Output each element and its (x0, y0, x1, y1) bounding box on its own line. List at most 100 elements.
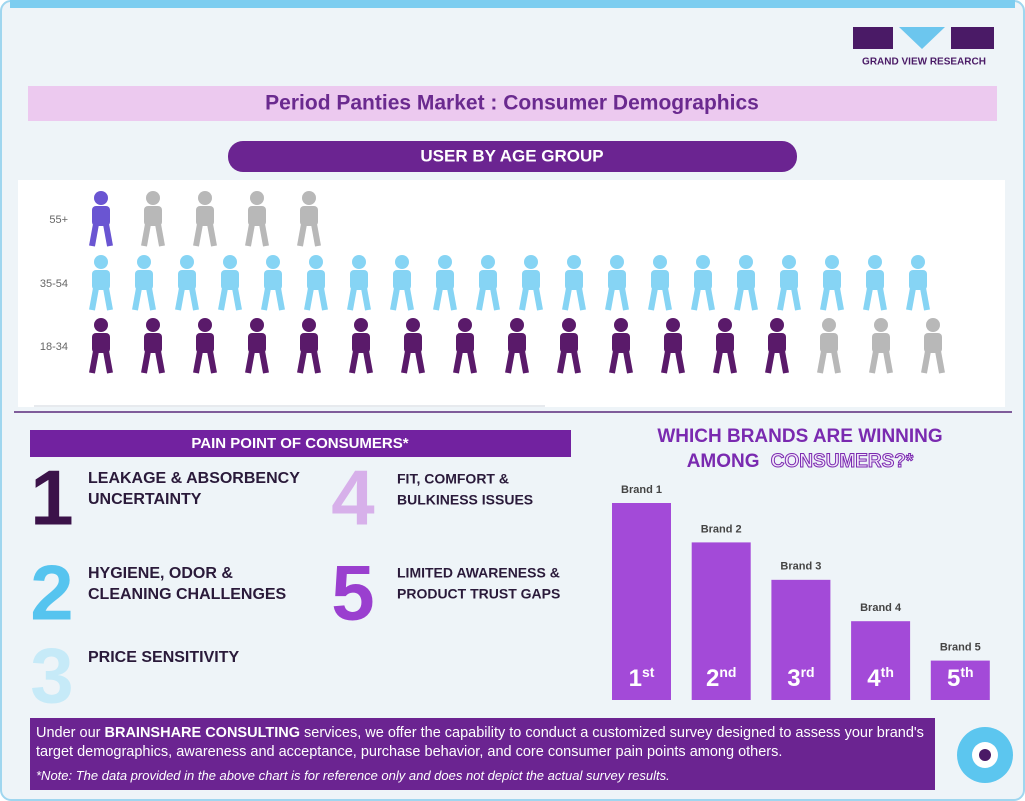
head (739, 255, 753, 269)
person-icon (691, 255, 715, 311)
leg (415, 350, 425, 374)
body (178, 270, 196, 290)
body (436, 270, 454, 290)
body (866, 270, 884, 290)
leg (619, 287, 629, 311)
person-icon (89, 318, 113, 374)
rank-number: 5 (947, 665, 960, 692)
body (780, 270, 798, 290)
footer: Under our BRAINSHARE CONSULTING services… (30, 718, 935, 790)
leg (318, 287, 328, 311)
top-band (10, 0, 1015, 8)
leg (734, 287, 744, 311)
leg (883, 350, 893, 374)
leg (748, 287, 758, 311)
pain-title: PAIN POINT OF CONSUMERS* (191, 435, 408, 452)
person-icon (433, 255, 457, 311)
leg (519, 287, 529, 311)
person-icon (648, 255, 672, 311)
body (300, 206, 318, 226)
leg (935, 350, 945, 374)
head (524, 255, 538, 269)
person-icon (347, 255, 371, 311)
leg (817, 350, 827, 374)
leg (259, 350, 269, 374)
person-icon (401, 318, 425, 374)
pain-number: 5 (331, 549, 374, 637)
person-icon (193, 318, 217, 374)
brand-rank: 3rd (787, 664, 814, 693)
leg (103, 287, 113, 311)
body (264, 270, 282, 290)
leg (447, 287, 457, 311)
head (94, 255, 108, 269)
leg (218, 287, 228, 311)
head (250, 318, 264, 332)
person-icon (820, 255, 844, 311)
body (196, 333, 214, 353)
body (737, 270, 755, 290)
leg (275, 287, 285, 311)
age-header (228, 141, 797, 172)
brand-bar (771, 579, 831, 700)
leg (259, 223, 269, 247)
rank-suffix: th (881, 664, 894, 680)
person-icon (261, 255, 285, 311)
person-icon (505, 318, 529, 374)
pain-number: 3 (30, 632, 73, 720)
footer-note: *Note: The data provided in the above ch… (36, 768, 670, 783)
leg (401, 350, 411, 374)
pain-text: UNCERTAINTY (88, 491, 202, 508)
leg (831, 350, 841, 374)
leg (453, 350, 463, 374)
head (567, 255, 581, 269)
leg (490, 287, 500, 311)
person-icon (245, 191, 269, 247)
leg (519, 350, 529, 374)
brands-title-b: CONSUMERS?* (771, 451, 914, 472)
person-icon (141, 318, 165, 374)
leg (141, 223, 151, 247)
leg (571, 350, 581, 374)
head (137, 255, 151, 269)
age-label: 18-34 (40, 341, 68, 353)
person-icon (175, 255, 199, 311)
head (562, 318, 576, 332)
body (560, 333, 578, 353)
body (144, 206, 162, 226)
person-icon (906, 255, 930, 311)
leg (89, 287, 99, 311)
person-icon (562, 255, 586, 311)
brand-bar (930, 660, 990, 700)
pain-text: CLEANING CHALLENGES (88, 586, 287, 603)
head (610, 255, 624, 269)
brand-name: Brand 5 (940, 642, 981, 654)
person-icon (605, 255, 629, 311)
person-icon (713, 318, 737, 374)
head (94, 318, 108, 332)
head (822, 318, 836, 332)
leg (103, 223, 113, 247)
leg (863, 287, 873, 311)
person-icon (141, 191, 165, 247)
body (307, 270, 325, 290)
logo-mark (853, 27, 994, 49)
page-title: Period Panties Market : Consumer Demogra… (265, 92, 759, 115)
leg (207, 223, 217, 247)
leg (155, 350, 165, 374)
body (144, 333, 162, 353)
head (146, 191, 160, 205)
leg (245, 223, 255, 247)
body (924, 333, 942, 353)
leg (675, 350, 685, 374)
leg (189, 287, 199, 311)
rank-number: 3 (787, 665, 800, 692)
person-icon (218, 255, 242, 311)
head (782, 255, 796, 269)
leg (433, 287, 443, 311)
body (92, 270, 110, 290)
person-icon (89, 255, 113, 311)
body (565, 270, 583, 290)
leg (297, 350, 307, 374)
